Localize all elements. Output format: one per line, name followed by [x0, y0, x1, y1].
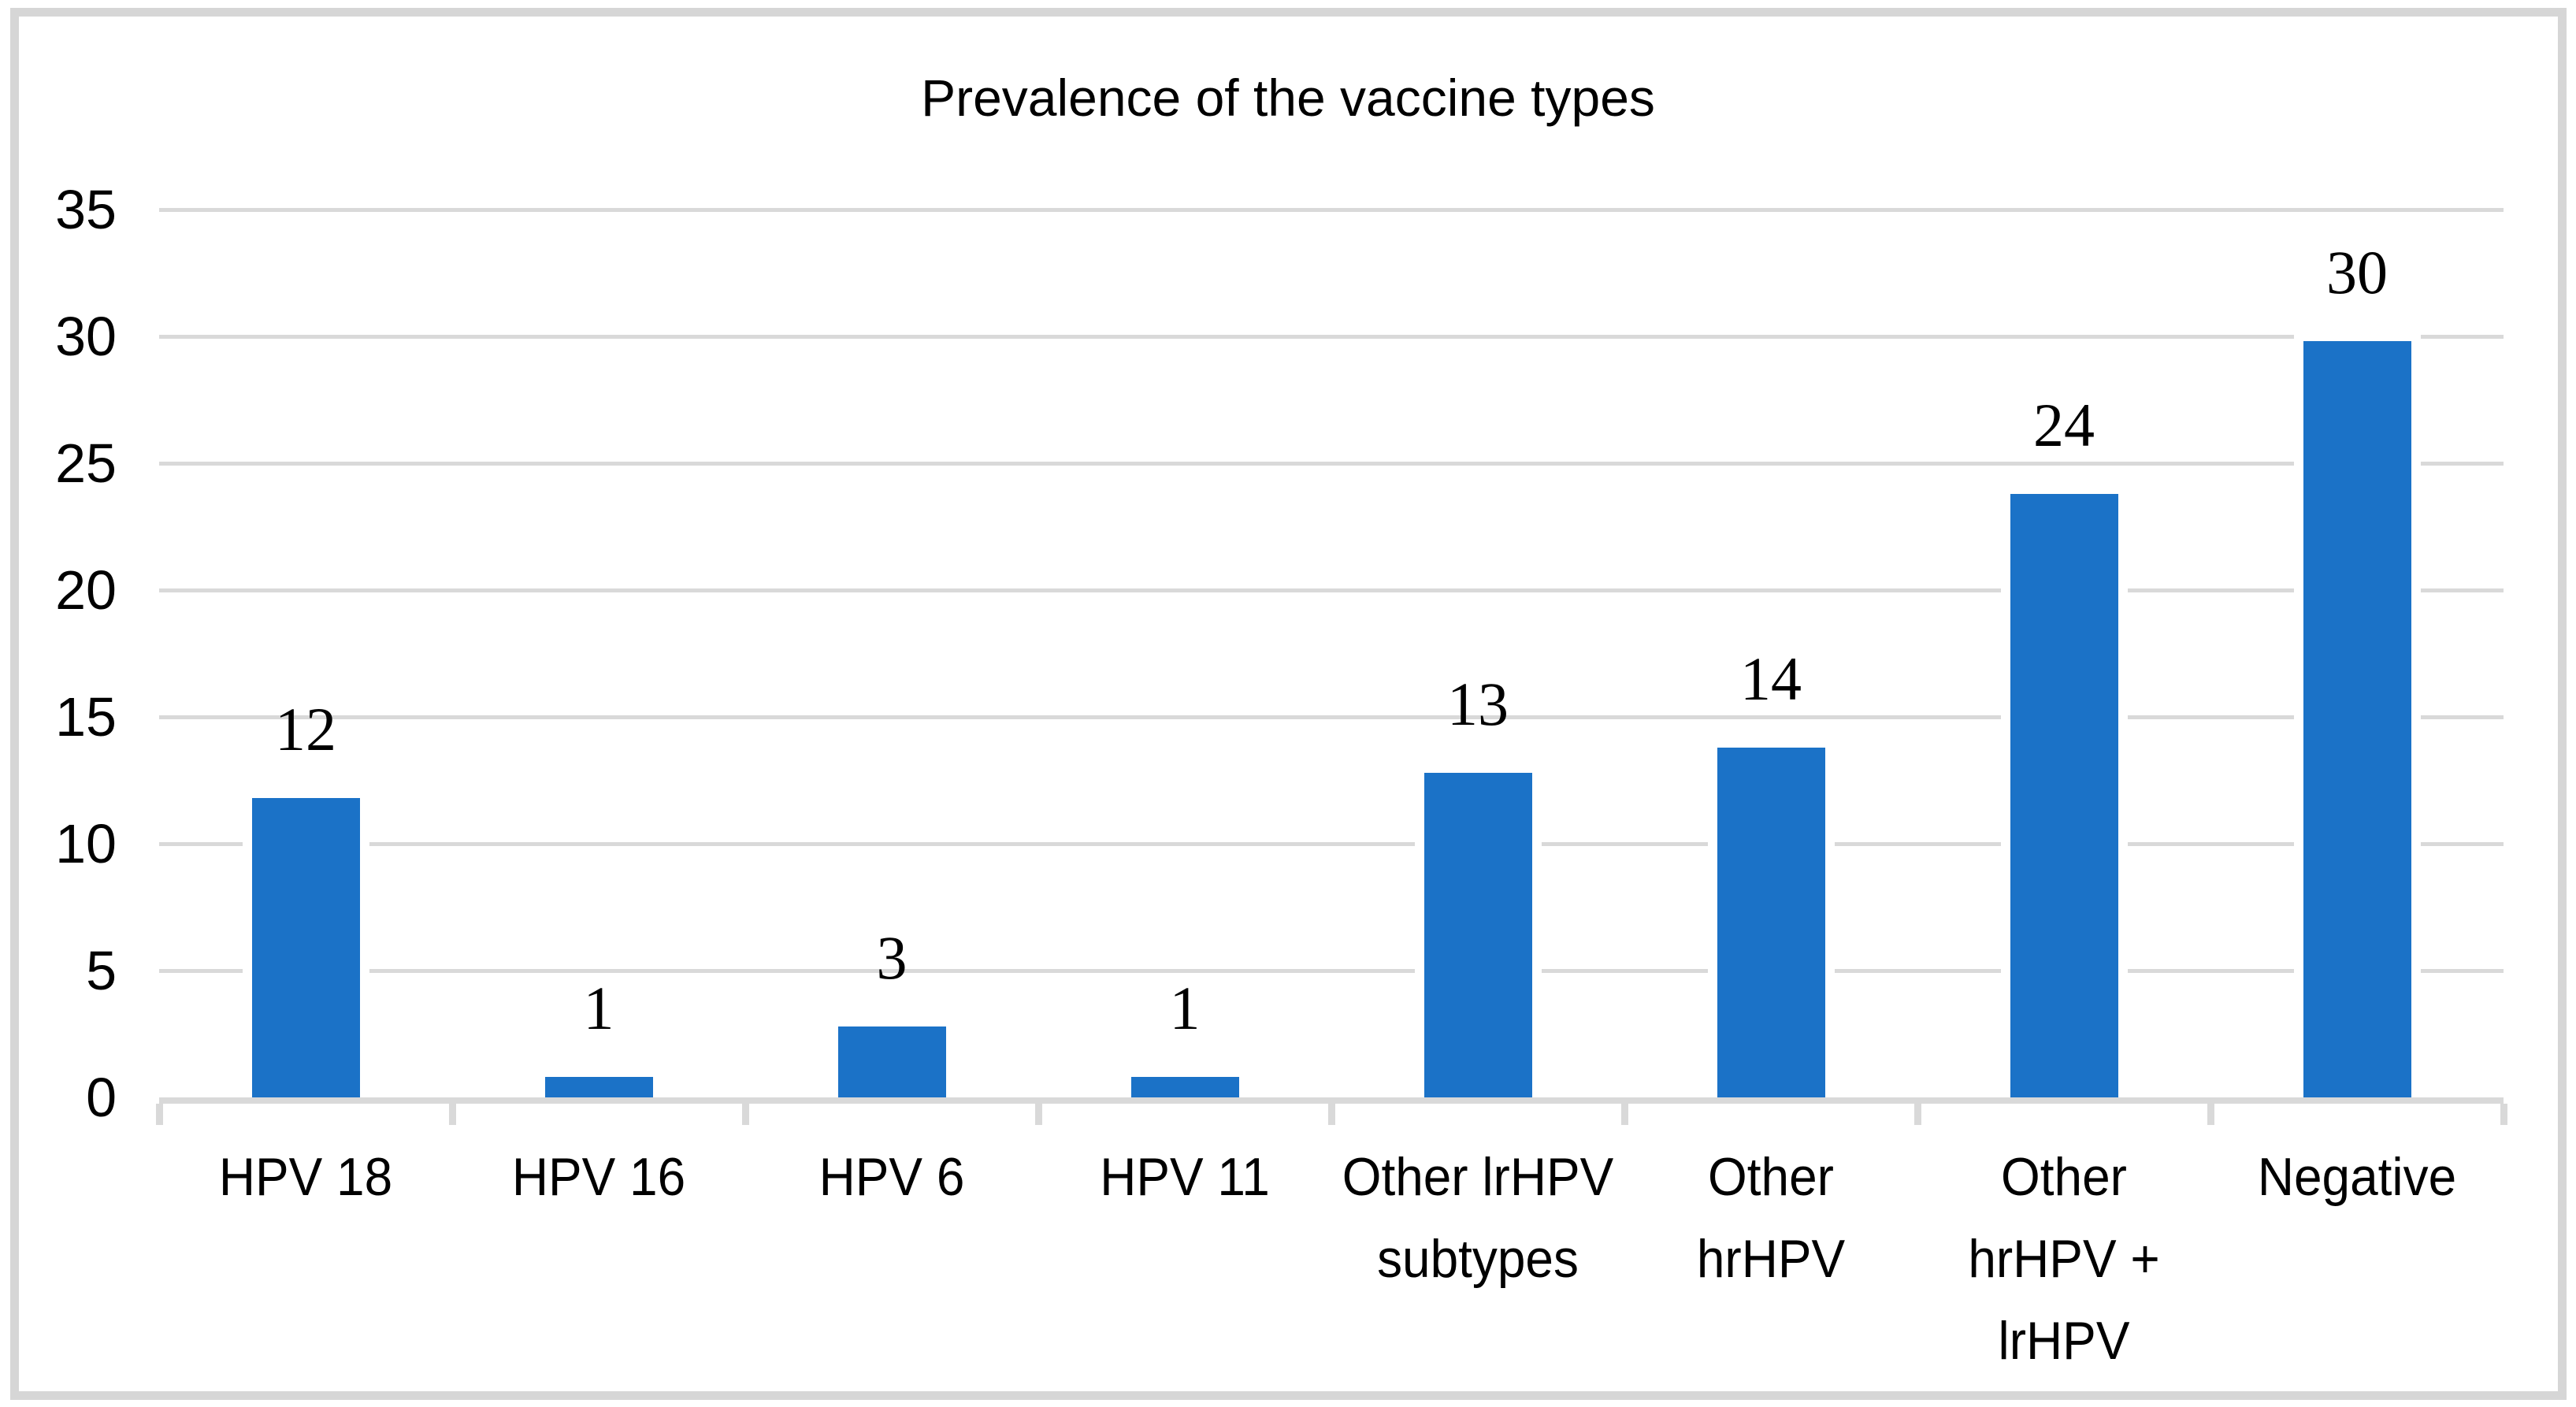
- x-axis-tick-1: [449, 1104, 456, 1125]
- bar-value-label-other-hrhpv: 14: [1740, 644, 1802, 713]
- x-cat-label-line: hrHPV: [1696, 1229, 1846, 1289]
- x-axis-tick-4: [1328, 1104, 1335, 1125]
- y-tick-label-20: 20: [55, 559, 117, 621]
- bar-value-label-other-hrhpv-lrhpv: 24: [2033, 390, 2095, 459]
- y-tick-label-5: 5: [86, 940, 117, 1001]
- gridline-25: [159, 462, 2504, 466]
- x-axis-tick-7: [2207, 1104, 2214, 1125]
- x-cat-label-negative: Negative: [2210, 1136, 2504, 1218]
- bar-value-label-hpv-6: 3: [876, 923, 908, 992]
- x-cat-label-line: HPV 18: [218, 1147, 393, 1207]
- x-cat-label-hpv-18: HPV 18: [159, 1136, 452, 1218]
- bar-value-label-other-lrhpv-subtypes: 13: [1447, 669, 1509, 738]
- bar-other-hrhpv-lrhpv: [2000, 484, 2128, 1097]
- bar-value-label-hpv-18: 12: [275, 695, 336, 764]
- y-tick-label-25: 25: [55, 432, 117, 494]
- x-cat-label-line: Other lrHPV: [1342, 1147, 1614, 1207]
- y-tick-label-30: 30: [55, 306, 117, 367]
- x-axis-tick-6: [1914, 1104, 1921, 1125]
- x-cat-label-line: HPV 11: [1100, 1147, 1270, 1207]
- x-axis-tick-0: [156, 1104, 163, 1125]
- x-cat-label-hpv-16: HPV 16: [452, 1136, 745, 1218]
- x-cat-label-line: HPV 16: [511, 1147, 686, 1207]
- x-cat-label-other-hrhpv-lrhpv: Other hrHPV + lrHPV: [1917, 1136, 2210, 1382]
- gridline-30: [159, 335, 2504, 339]
- plot-area: 12 1 3 1 13 14 24 30: [159, 208, 2504, 1097]
- x-cat-label-line: subtypes: [1377, 1229, 1579, 1289]
- y-tick-label-35: 35: [55, 179, 117, 240]
- bar-value-label-hpv-16: 1: [583, 974, 614, 1043]
- x-cat-label-other-lrhpv-subtypes: Other lrHPV subtypes: [1331, 1136, 1624, 1300]
- x-cat-label-line: Negative: [2257, 1147, 2457, 1207]
- gridline-5: [159, 969, 2504, 973]
- bar-negative: [2293, 332, 2421, 1097]
- bar-hpv-16: [535, 1067, 663, 1097]
- gridline-15: [159, 715, 2504, 719]
- x-cat-label-line: Other: [2001, 1147, 2127, 1207]
- bar-value-label-negative: 30: [2326, 238, 2388, 307]
- x-axis-tick-3: [1035, 1104, 1042, 1125]
- y-tick-label-10: 10: [55, 813, 117, 874]
- gridline-35: [159, 208, 2504, 212]
- x-cat-label-line: hrHPV +: [1968, 1229, 2160, 1289]
- gridline-10: [159, 842, 2504, 846]
- x-axis-labels: HPV 18 HPV 16 HPV 6 HPV 11 Other lrHPV subtyp…: [159, 1136, 2504, 1404]
- x-cat-label-hpv-6: HPV 6: [745, 1136, 1038, 1218]
- x-axis-tick-8: [2500, 1104, 2507, 1125]
- x-cat-label-other-hrhpv: Other hrHPV: [1624, 1136, 1917, 1300]
- x-cat-label-line: lrHPV: [1998, 1311, 2130, 1371]
- y-tick-label-0: 0: [86, 1067, 117, 1128]
- bar-hpv-11: [1121, 1067, 1249, 1097]
- x-cat-label-hpv-11: HPV 11: [1038, 1136, 1331, 1218]
- bar-other-lrhpv-subtypes: [1414, 763, 1542, 1097]
- x-axis-tick-2: [742, 1104, 749, 1125]
- bar-other-hrhpv: [1707, 737, 1835, 1097]
- bar-value-label-hpv-11: 1: [1169, 974, 1201, 1043]
- x-cat-label-line: HPV 6: [818, 1147, 965, 1207]
- bar-hpv-6: [828, 1016, 956, 1097]
- chart-title: Prevalence of the vaccine types: [921, 69, 1655, 127]
- x-axis-tick-5: [1621, 1104, 1628, 1125]
- x-axis-line: [159, 1097, 2504, 1104]
- x-cat-label-line: Other: [1708, 1147, 1834, 1207]
- gridline-20: [159, 588, 2504, 592]
- bar-hpv-18: [242, 789, 369, 1097]
- y-tick-label-15: 15: [55, 686, 117, 748]
- figure-border: [10, 8, 2567, 1400]
